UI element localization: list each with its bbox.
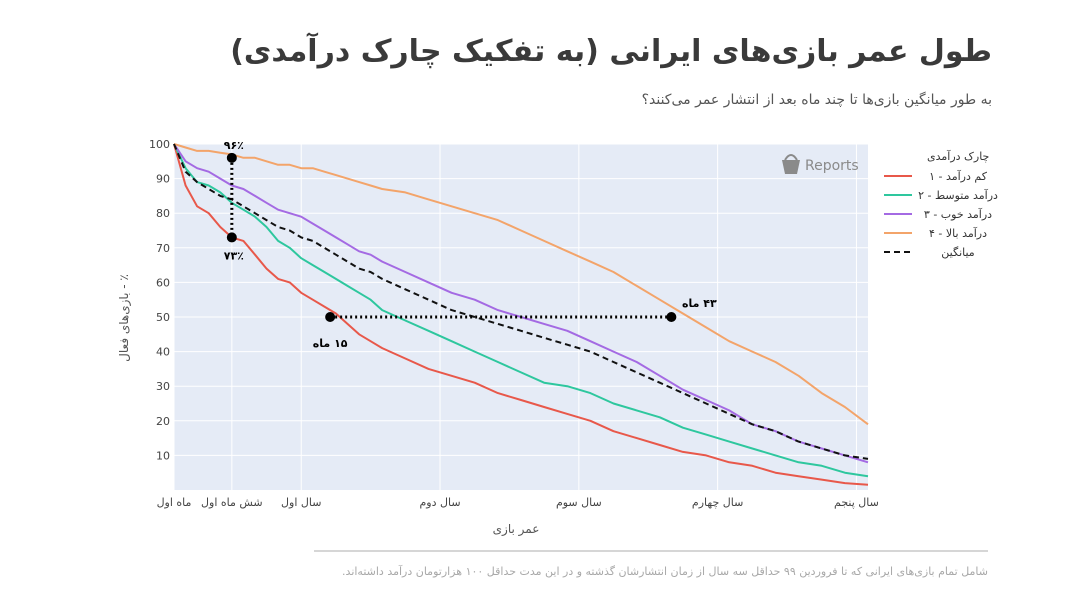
basket-icon (782, 154, 800, 174)
annotation-label: ۹۶٪ (224, 139, 244, 152)
series-lines (173, 143, 869, 486)
legend-item-label[interactable]: کم درآمد - ۱ (929, 169, 988, 183)
series-line-5 (173, 143, 869, 460)
x-tick-label: سال سوم (556, 496, 602, 509)
legend-item-label[interactable]: درآمد خوب - ۳ (924, 207, 992, 221)
y-tick-label: 60 (156, 276, 170, 289)
x-tick-label: سال پنجم (834, 496, 879, 509)
reports-watermark: Reports (782, 154, 859, 174)
x-tick-label: شش ماه اول (201, 496, 263, 509)
y-axis-ticks: 10 20 30 40 50 60 70 80 90 100 (149, 138, 170, 462)
annotations: ۹۶٪ ۷۳٪ ۱۵ ماه ۴۳ ماه (224, 139, 717, 350)
x-axis-label: عمر بازی (493, 522, 540, 537)
x-tick-label: سال اول (281, 496, 321, 509)
y-tick-label: 20 (156, 415, 170, 428)
x-axis-ticks: ماه اول شش ماه اول سال اول سال دوم سال سوم سا… (157, 496, 879, 509)
series-line-3 (173, 143, 869, 464)
annotation-point (666, 312, 677, 322)
legend-item-label[interactable]: درآمد بالا - ۴ (929, 226, 987, 240)
footnote-divider (314, 550, 988, 552)
annotation-label: ۱۵ ماه (313, 337, 348, 350)
y-tick-label: 80 (156, 207, 170, 220)
y-axis-label: ٪ - بازی‌های فعال (117, 274, 132, 362)
y-tick-label: 10 (156, 449, 170, 462)
chart-subtitle: به طور میانگین بازی‌ها تا چند ماه بعد از… (641, 92, 992, 108)
footnote: شامل تمام بازی‌های ایرانی که تا فروردین … (342, 565, 988, 578)
annotation-point (325, 312, 336, 322)
annotation-point (226, 232, 237, 243)
legend-item-label[interactable]: درآمد متوسط - ۲ (918, 188, 998, 202)
x-tick-label: سال چهارم (692, 496, 743, 509)
annotation-point (226, 152, 237, 163)
legend-title: چارک درآمدی (927, 149, 989, 163)
y-tick-label: 100 (149, 138, 170, 151)
y-tick-label: 90 (156, 173, 170, 186)
annotation-label: ۴۳ ماه (682, 297, 717, 310)
x-tick-label: ماه اول (157, 496, 192, 509)
y-tick-label: 40 (156, 346, 170, 359)
y-tick-label: 30 (156, 380, 170, 393)
series-line-1 (173, 143, 869, 486)
y-tick-label: 70 (156, 242, 170, 255)
x-tick-label: سال دوم (419, 496, 460, 509)
series-line-4 (173, 143, 869, 426)
annotation-label: ۷۳٪ (224, 249, 244, 262)
series-line-2 (173, 143, 869, 478)
legend-item-label[interactable]: میانگین (941, 246, 975, 259)
legend: چارک درآمدی کم درآمد - ۱ درآمد متوسط - ۲ د… (884, 149, 998, 259)
y-tick-label: 50 (156, 311, 170, 324)
chart-title: طول عمر بازی‌های ایرانی (به تفکیک چارک د… (230, 34, 992, 69)
watermark-text: Reports (805, 158, 859, 174)
